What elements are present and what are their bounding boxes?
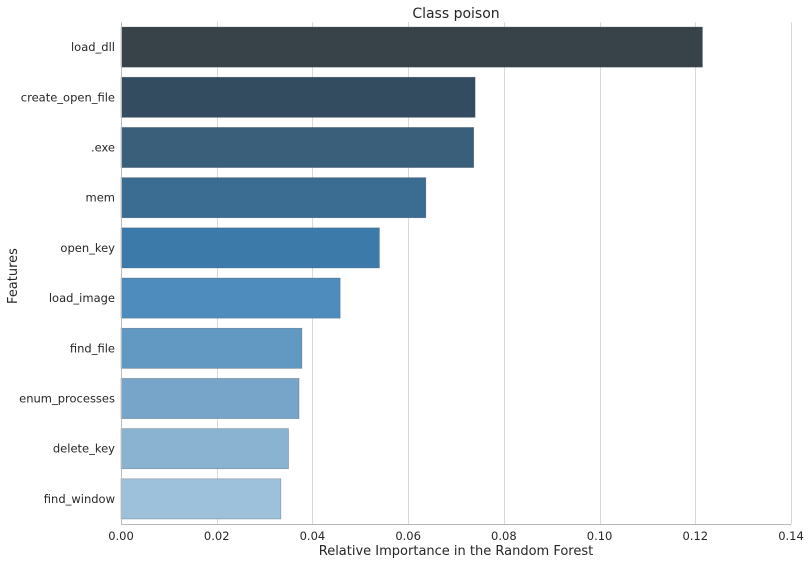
y-axis-title: Features [6,248,21,304]
bar [120,478,282,520]
y-tick-label: open_key [60,241,115,255]
bar [120,277,341,319]
x-tick-label: 0.04 [300,529,326,543]
x-tick-label: 0.02 [204,529,230,543]
y-tick-label: create_open_file [21,90,115,104]
y-tick-label: load_dll [71,40,115,54]
y-tick-label: find_file [70,341,115,355]
y-tick-label: load_image [49,291,115,305]
bars [120,26,703,520]
chart-title: Class poison [412,6,499,22]
x-tick-label: 0.00 [108,529,134,543]
x-tick-label: 0.06 [395,529,421,543]
x-tick-labels: 0.00 0.02 0.04 0.06 0.08 0.10 0.12 0.14 [108,529,804,543]
y-tick-label: find_window [44,492,115,506]
y-tick-label: mem [86,191,115,205]
bar [120,177,427,219]
y-tick-label: .exe [91,141,115,155]
bar [120,76,476,118]
y-tick-labels: load_dll create_open_file .exe mem open_keyl… [19,40,115,506]
x-tick-label: 0.14 [778,529,804,543]
bar [120,127,475,168]
x-tick-label: 0.08 [491,529,517,543]
bar [120,26,703,68]
x-tick-label: 0.10 [587,529,613,543]
bar [120,227,380,269]
x-tick-label: 0.12 [682,529,708,543]
x-axis-title: Relative Importance in the Random Forest [319,544,594,559]
bar [120,327,303,369]
bar [120,428,289,470]
y-tick-label: delete_key [53,442,115,456]
bar [120,378,300,419]
y-tick-label: enum_processes [19,392,115,406]
